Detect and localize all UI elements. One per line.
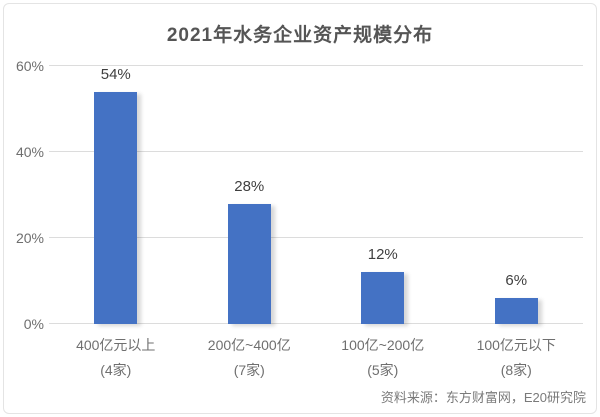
x-category-label: 100亿~200亿 (5家): [316, 333, 450, 383]
gridline: [49, 237, 583, 238]
bar-value-label: 12%: [367, 246, 398, 264]
x-axis-labels: 400亿元以上 (4家) 200亿~400亿 (7家) 100亿~200亿 (5家) 100…: [49, 333, 583, 383]
bar: [94, 91, 138, 324]
bar: [361, 272, 405, 324]
y-tick-label: 20%: [15, 230, 44, 246]
x-category-range: 100亿元以下: [476, 337, 556, 353]
gridline: [49, 65, 583, 66]
chart-title: 2021年水务企业资产规模分布: [166, 25, 434, 46]
bar-group: 54%: [49, 66, 183, 324]
y-tick-label: 0%: [23, 316, 44, 332]
x-category-label: 100亿元以下 (8家): [450, 333, 584, 383]
x-category-count: (8家): [500, 362, 532, 378]
bar-group: 6%: [450, 66, 584, 324]
bar: [494, 298, 538, 324]
x-category-count: (7家): [233, 362, 265, 378]
x-category-label: 200亿~400亿 (7家): [183, 333, 317, 383]
gridline: [49, 323, 583, 324]
bar-value-label: 28%: [234, 177, 265, 195]
x-category-range: 400亿元以上: [76, 337, 156, 353]
x-category-count: (5家): [367, 362, 399, 378]
x-category-range: 200亿~400亿: [207, 337, 291, 353]
bar-group: 28%: [183, 66, 317, 324]
source-note: 资料来源：东方财富网，E20研究院: [380, 390, 586, 405]
x-category-count: (4家): [100, 362, 132, 378]
y-tick-label: 60%: [15, 58, 44, 74]
x-category-label: 400亿元以上 (4家): [49, 333, 183, 383]
x-category-range: 100亿~200亿: [341, 337, 425, 353]
bar-group: 12%: [316, 66, 450, 324]
gridline: [49, 151, 583, 152]
bar: [227, 203, 271, 324]
bar-value-label: 6%: [505, 272, 528, 290]
bar-columns: 54% 28% 12% 6%: [49, 66, 583, 324]
y-axis-ticks: 0% 20% 40% 60%: [6, 59, 46, 331]
bar-value-label: 54%: [100, 65, 131, 83]
chart-card: 2021年水务企业资产规模分布 54% 28% 12% 6% 0% 20% 40% 60% …: [3, 3, 597, 414]
plot-area: 54% 28% 12% 6%: [49, 65, 583, 324]
y-tick-label: 40%: [15, 144, 44, 160]
